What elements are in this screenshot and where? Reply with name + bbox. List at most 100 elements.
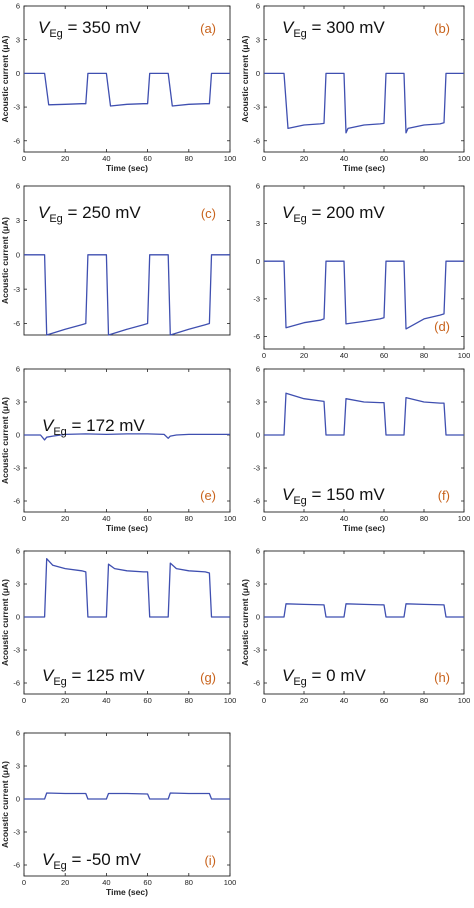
panel-c: 6 3 0 -3 -6 Acoustic current (μA) VEg = 250 mV… [0,182,231,336]
current-trace [24,254,230,336]
current-trace [264,392,464,436]
x-tick-label: 60 [380,351,388,360]
gate-voltage-symbol: V [42,666,55,685]
plot-frame [23,5,231,153]
y-tick-label: 6 [16,365,20,374]
current-trace [24,558,230,618]
x-tick-label: 100 [224,878,237,887]
y-axis-title: Acoustic current (μA) [0,579,10,666]
plot-frame [263,368,465,513]
plot-frame [23,368,231,513]
y-tick-label: 0 [256,69,260,78]
y-tick-label: 0 [256,257,260,266]
panel-d: 6 3 0 -3 -6 0 20 40 60 80 100 VEg = 200 mV (d) [253,182,470,360]
plot-frame [23,185,231,336]
x-tick-label: 20 [61,154,69,163]
y-axis-title: Acoustic current (μA) [0,761,10,848]
current-trace [24,792,230,800]
gate-voltage-label: VEg = 350 mV [38,18,141,40]
y-tick-label: -3 [253,464,260,473]
gate-voltage-label: VEg = 300 mV [282,18,385,40]
y-tick-label: 6 [16,182,20,191]
y-axis-title: Acoustic current (μA) [0,397,10,484]
y-tick-label: 3 [256,35,260,44]
current-trace [264,260,464,330]
x-tick-label: 40 [102,696,110,705]
panel-letter: (i) [204,853,216,868]
x-tick-label: 80 [420,351,428,360]
y-tick-label: 0 [256,431,260,440]
x-tick-label: 0 [262,154,266,163]
x-tick-label: 100 [224,696,237,705]
x-tick-label: 40 [102,154,110,163]
y-axis-title: Acoustic current (μA) [240,35,250,122]
panel-letter: (h) [434,670,450,685]
gate-voltage-symbol: V [282,18,295,37]
x-axis-title: Time (sec) [106,523,148,533]
x-tick-label: 20 [300,514,308,523]
panel-letter: (c) [201,206,216,221]
y-tick-label: 3 [256,580,260,589]
gate-voltage-value: = 0 mV [307,666,367,685]
y-tick-label: -3 [253,646,260,655]
gate-voltage-symbol: V [282,203,295,222]
y-tick-label: 3 [16,580,20,589]
y-axis-title: Acoustic current (μA) [0,35,10,122]
x-tick-label: 0 [22,696,26,705]
y-tick-label: 6 [16,547,20,556]
x-tick-label: 80 [185,878,193,887]
x-tick-label: 100 [224,154,237,163]
gate-voltage-value: = 150 mV [307,485,386,504]
plot-frame [263,5,465,153]
y-tick-label: 0 [256,613,260,622]
y-tick-label: 0 [16,613,20,622]
y-tick-label: 6 [256,182,260,191]
y-tick-label: -6 [13,497,20,506]
plot-frame [263,185,465,350]
x-tick-label: 60 [380,696,388,705]
y-axis-title: Acoustic current (μA) [240,579,250,666]
gate-voltage-label: VEg = 0 mV [282,666,367,688]
x-tick-label: 20 [300,696,308,705]
x-tick-label: 40 [340,514,348,523]
x-tick-label: 20 [61,878,69,887]
x-tick-label: 80 [185,696,193,705]
y-tick-label: -3 [253,103,260,112]
x-axis-title: Time (sec) [106,887,148,897]
panel-letter: (e) [200,488,216,503]
x-tick-label: 40 [340,351,348,360]
y-tick-label: -6 [253,497,260,506]
gate-voltage-value: = 300 mV [307,18,386,37]
x-tick-label: 100 [458,696,471,705]
y-tick-label: -3 [13,646,20,655]
y-tick-label: -3 [13,103,20,112]
x-axis-title: Time (sec) [343,163,385,173]
x-tick-label: 20 [300,351,308,360]
x-tick-label: 20 [300,154,308,163]
x-tick-label: 40 [340,696,348,705]
y-tick-label: -3 [13,828,20,837]
x-tick-label: 80 [420,514,428,523]
current-trace [264,603,464,618]
x-tick-label: 0 [22,878,26,887]
y-tick-label: 0 [16,795,20,804]
y-tick-label: 0 [16,250,20,259]
gate-voltage-value: = -50 mV [67,850,142,869]
y-tick-label: 3 [16,762,20,771]
y-tick-label: 3 [16,35,20,44]
gate-voltage-value: = 200 mV [307,203,386,222]
gate-voltage-symbol: V [282,485,295,504]
gate-voltage-subscript: Eg [53,860,66,872]
x-tick-label: 20 [61,696,69,705]
gate-voltage-label: VEg = -50 mV [42,850,142,872]
gate-voltage-subscript: Eg [293,676,306,688]
gate-voltage-symbol: V [42,850,55,869]
y-tick-label: -6 [253,332,260,341]
y-tick-label: 3 [256,398,260,407]
gate-voltage-subscript: Eg [293,213,306,225]
gate-voltage-value: = 350 mV [63,18,142,37]
x-tick-label: 80 [185,154,193,163]
